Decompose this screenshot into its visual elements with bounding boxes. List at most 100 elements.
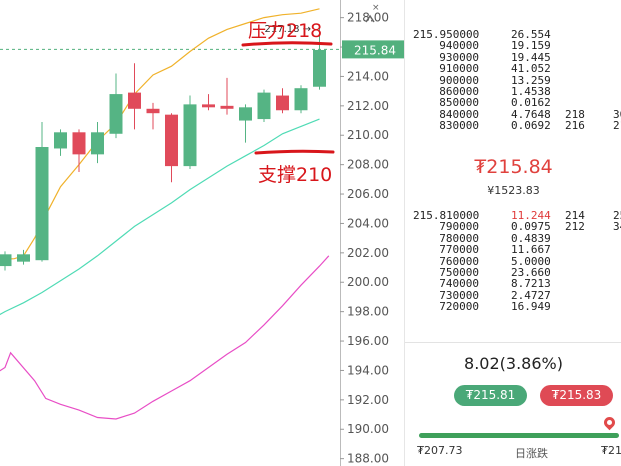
order-extra: 25 — [613, 209, 621, 222]
order-price: 215.810000 — [413, 209, 480, 222]
candle-body[interactable] — [239, 107, 252, 121]
order-extra: 30 — [613, 107, 621, 121]
candle-body[interactable] — [91, 132, 104, 155]
range-label: 日涨跌 — [515, 447, 548, 460]
daily-range-bar — [419, 433, 619, 438]
order-extra: 34 — [613, 220, 621, 234]
last-price-cny: ¥1523.83 — [487, 184, 540, 197]
order-volume: 16.949 — [511, 300, 551, 314]
candle-body[interactable] — [220, 105, 234, 109]
order-volume: 5.0000 — [511, 254, 551, 268]
current-price-tag — [342, 40, 404, 59]
support-underline — [254, 149, 335, 155]
candle-body[interactable] — [109, 94, 123, 134]
range-high: ₮21 — [601, 444, 621, 457]
order-extra: 21 — [613, 119, 621, 133]
order-price: 215.950000 — [413, 28, 480, 41]
last-price: ₮215.84 — [474, 156, 553, 178]
order-volume: 0.0692 — [511, 119, 551, 133]
y-tick-label: 194.00 — [347, 363, 389, 377]
y-tick-label: 218.00 — [347, 11, 389, 25]
order-price: 830000 — [439, 119, 479, 133]
candle-body[interactable] — [313, 49, 326, 87]
order-price: 860000 — [439, 84, 479, 98]
buy-price-button[interactable]: ₮215.81 — [454, 385, 527, 406]
candle-body[interactable] — [294, 88, 308, 111]
resistance-label: 压力218 — [248, 20, 322, 42]
order-price: 720000 — [439, 300, 479, 314]
y-tick-label: 190.00 — [347, 422, 389, 436]
candle-body[interactable] — [128, 92, 141, 109]
ma-long-line — [0, 255, 330, 420]
candle-body[interactable] — [146, 108, 160, 114]
candle-body[interactable] — [165, 114, 178, 167]
ma-mid-line — [0, 118, 320, 316]
order-price: 760000 — [439, 254, 479, 268]
y-tick-label: 214.00 — [347, 69, 389, 83]
y-tick-label: 200.00 — [347, 275, 389, 289]
order-volume: 4.7648 — [511, 107, 551, 121]
chart-canvas: 217.18 →压力218 支撑210 188.00 190.00 192.00 194… — [0, 0, 404, 466]
order-volume: 41.052 — [511, 62, 551, 76]
order-volume: 11.667 — [511, 243, 551, 257]
candle-body[interactable] — [35, 147, 49, 261]
candle-body[interactable] — [257, 92, 271, 120]
peak-price-label: 217.18 → — [265, 24, 312, 35]
y-tick-label: 208.00 — [347, 158, 389, 172]
y-tick-label: 192.00 — [347, 393, 389, 407]
current-price-tag-label: 215.84 — [354, 43, 396, 57]
candle-body[interactable] — [72, 132, 86, 155]
order-volume: 11.244 — [511, 209, 551, 222]
candlestick-chart[interactable]: 217.18 → 压力218 支撑210 188.00 190.00 192.00 194… — [0, 0, 404, 466]
order-price: 840000 — [439, 107, 479, 121]
candle-body[interactable] — [0, 254, 12, 267]
y-tick-label: 204.00 — [347, 216, 389, 230]
order-count: 216 — [565, 119, 585, 133]
support-label: 支撑210 — [258, 164, 332, 186]
order-count: 212 — [565, 220, 585, 234]
divider — [405, 342, 621, 343]
order-volume: 0.4839 — [511, 231, 551, 245]
order-volume: 2.4727 — [511, 288, 551, 302]
y-tick-label: 202.00 — [347, 246, 389, 260]
order-price: 850000 — [439, 96, 479, 110]
order-count: 214 — [565, 209, 585, 222]
order-price: 930000 — [439, 50, 479, 64]
order-price: 730000 — [439, 288, 479, 302]
candle-body[interactable] — [183, 104, 197, 167]
order-count: 218 — [565, 107, 585, 121]
resistance-underline — [241, 41, 333, 47]
order-price: 910000 — [439, 62, 479, 76]
price-change: 8.02(3.86%) — [464, 354, 563, 373]
svg-text:×: × — [372, 3, 380, 13]
candle-body[interactable] — [202, 104, 215, 108]
order-volume: 13.259 — [511, 73, 551, 87]
order-price: 900000 — [439, 73, 479, 87]
order-volume: 1.4538 — [511, 84, 551, 98]
order-price: 780000 — [439, 231, 479, 245]
order-volume: 23.660 — [511, 265, 551, 279]
order-book-panel: 215.950000 26.554 940000 19.159 930000 19.445… — [404, 0, 621, 466]
candle-body[interactable] — [276, 95, 289, 111]
order-volume: 8.7213 — [511, 277, 551, 291]
sell-price-button[interactable]: ₮215.83 — [540, 385, 613, 406]
map-pin-icon — [601, 414, 618, 431]
y-tick-label: 210.00 — [347, 128, 389, 142]
order-volume: 26.554 — [511, 28, 551, 41]
candle-body[interactable] — [17, 254, 30, 262]
order-price: 750000 — [439, 265, 479, 279]
candle-body[interactable] — [54, 132, 67, 149]
order-price: 770000 — [439, 243, 479, 257]
y-tick-label: 206.00 — [347, 187, 389, 201]
order-price: 940000 — [439, 39, 479, 53]
order-volume: 19.445 — [511, 50, 551, 64]
range-low: ₮207.73 — [417, 444, 463, 457]
order-price: 790000 — [439, 220, 479, 234]
order-price: 740000 — [439, 277, 479, 291]
order-volume: 0.0162 — [511, 96, 551, 110]
order-volume: 19.159 — [511, 39, 551, 53]
y-tick-label: 196.00 — [347, 334, 389, 348]
chevron-up-icon[interactable]: × — [365, 3, 380, 23]
y-tick-label: 198.00 — [347, 305, 389, 319]
order-volume: 0.0975 — [511, 220, 551, 234]
